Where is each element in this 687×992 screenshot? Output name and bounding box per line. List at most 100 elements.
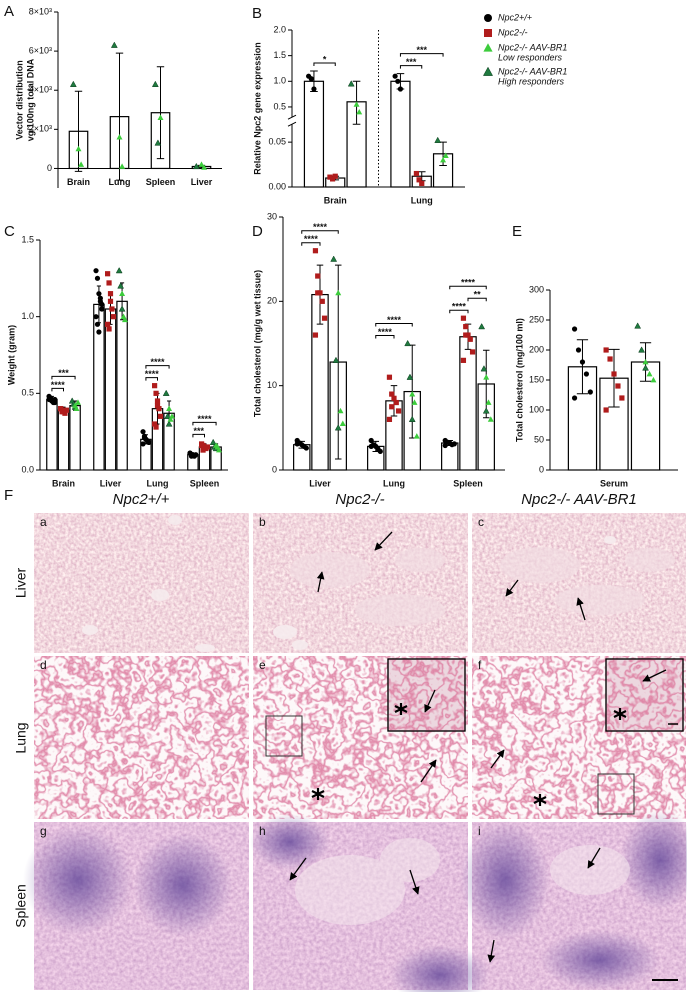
- dot: [434, 136, 442, 143]
- dot: [463, 324, 469, 330]
- dot: [409, 390, 416, 397]
- dot: [164, 412, 172, 419]
- dot: [332, 173, 338, 179]
- x-tick-label: Brain: [324, 195, 347, 205]
- bar: [303, 80, 325, 188]
- x-tick-label: Lung: [147, 478, 169, 488]
- y-tick-label: 2×10³: [29, 124, 52, 134]
- y-tick-label: 0.0: [21, 464, 34, 474]
- dot: [121, 316, 128, 323]
- x-tick-label: Spleen: [190, 478, 220, 488]
- significance-label: *: [323, 54, 327, 64]
- dot: [442, 442, 448, 449]
- significance-bracket: [51, 387, 64, 392]
- significance-label: ****: [197, 414, 212, 424]
- significance-label: ****: [378, 327, 393, 337]
- dot: [478, 322, 486, 330]
- dot: [294, 441, 300, 447]
- bar: [116, 300, 128, 471]
- y-tick-label: 4×10³: [29, 85, 52, 95]
- y-tick-label: 300: [529, 284, 544, 294]
- dot: [619, 395, 625, 401]
- significance-bracket: [192, 433, 205, 438]
- dot: [311, 86, 317, 92]
- y-tick-label: 150: [529, 374, 544, 384]
- dot: [58, 406, 64, 412]
- significance-bracket: [449, 285, 487, 290]
- x-tick-label: Lung: [411, 195, 433, 205]
- dot: [603, 347, 609, 353]
- dot: [335, 289, 342, 296]
- dot: [109, 306, 115, 312]
- dot: [192, 162, 200, 170]
- dot: [650, 376, 657, 383]
- dot: [397, 86, 404, 92]
- y-tick-label: 1.0: [273, 76, 286, 86]
- significance-label: ****: [387, 315, 402, 325]
- significance-label: ***: [416, 45, 427, 55]
- dot: [615, 383, 621, 389]
- panel-letter: E: [512, 223, 522, 240]
- dot: [93, 314, 99, 320]
- y-axis-label: Relative Npc2 gene expression: [252, 42, 262, 175]
- significance-label: ****: [145, 369, 160, 379]
- dot: [201, 444, 208, 450]
- dot: [94, 321, 101, 327]
- subpanel-letter: i: [478, 824, 481, 838]
- dot: [579, 359, 586, 365]
- inset-frame: [605, 658, 684, 732]
- dot: [152, 383, 158, 389]
- dot: [157, 413, 163, 419]
- dot: [440, 156, 447, 163]
- dot: [442, 152, 449, 158]
- dot: [118, 305, 126, 312]
- dot: [201, 164, 208, 170]
- dot: [483, 43, 493, 52]
- row-label: Lung: [13, 722, 29, 753]
- legend-label: Npc2-/- AAV-BR1: [498, 42, 567, 52]
- dot: [634, 322, 642, 329]
- dot: [198, 161, 205, 167]
- y-axis-label: Weight (gram): [6, 325, 16, 385]
- dot: [74, 399, 81, 405]
- x-tick-label: Brain: [67, 177, 90, 187]
- dot: [389, 404, 395, 410]
- dot: [154, 403, 161, 409]
- dot: [406, 373, 414, 380]
- dot: [312, 332, 319, 338]
- y-tick-label: 6×10³: [29, 45, 52, 55]
- dot: [451, 441, 457, 447]
- foam-cells: [295, 838, 630, 925]
- significance-label: ***: [193, 426, 204, 436]
- dot: [391, 395, 397, 401]
- dot: [463, 332, 469, 338]
- dot: [334, 424, 342, 431]
- row-label: Liver: [13, 567, 29, 598]
- dot: [389, 391, 395, 397]
- dot: [347, 80, 355, 87]
- dot: [204, 444, 210, 450]
- dot: [93, 268, 99, 274]
- dot: [404, 339, 412, 347]
- dot: [646, 370, 653, 377]
- bar: [390, 80, 411, 188]
- dot: [96, 291, 102, 297]
- dot: [603, 407, 609, 413]
- significance-bracket: [375, 323, 413, 327]
- column-header: Npc2+/+: [113, 491, 170, 508]
- dot: [315, 290, 321, 296]
- dot: [199, 442, 205, 449]
- dot: [487, 416, 494, 422]
- dot: [571, 395, 578, 401]
- bar: [459, 336, 477, 471]
- dot: [60, 407, 67, 413]
- x-tick-label: Liver: [309, 478, 331, 488]
- significance-label: ***: [58, 368, 69, 378]
- dot: [73, 405, 80, 412]
- dot: [408, 415, 416, 422]
- y-tick-label: 2.0: [273, 24, 286, 34]
- dot: [575, 347, 582, 353]
- dot: [319, 298, 325, 304]
- dot: [356, 108, 363, 115]
